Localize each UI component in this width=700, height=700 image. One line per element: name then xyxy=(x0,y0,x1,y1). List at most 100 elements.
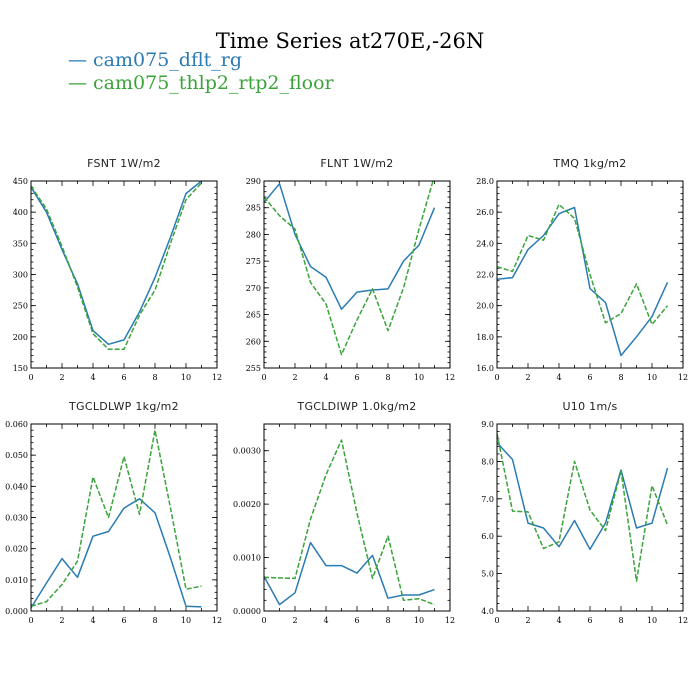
plot-frame xyxy=(30,180,218,369)
x-tick-label: 8 xyxy=(385,616,390,625)
panel-1: FSNT 1W/m2 0 2 4 6 8 10 12 150 200 250 300 350 400 450 xyxy=(13,157,222,382)
y-tick-label: 6.0 xyxy=(481,532,494,541)
plot-frame xyxy=(496,180,684,369)
x-tick-label: 0 xyxy=(28,616,33,625)
y-tick-label: 285 xyxy=(246,204,261,213)
series-line-dflt xyxy=(497,442,669,551)
y-tick-label: 200 xyxy=(13,333,28,342)
y-tick-label: 16.0 xyxy=(476,364,494,373)
y-tick-label: 400 xyxy=(13,208,28,217)
panel-3: TMQ 1kg/m2 0 2 4 6 8 10 12 16.0 18.0 20.0 22.0 24.0 2… xyxy=(476,157,688,382)
y-tick-label: 275 xyxy=(246,257,261,266)
x-tick-label: 2 xyxy=(292,373,297,382)
plot-frame xyxy=(263,180,451,369)
x-tick-label: 4 xyxy=(90,616,95,625)
x-tick-label: 2 xyxy=(59,373,64,382)
x-tick-label: 12 xyxy=(212,373,222,382)
y-tick-label: 270 xyxy=(246,284,261,293)
panel-6: U10 1m/s 0 2 4 6 8 10 12 4.0 5.0 6.0 7.0 8.0 9.0 xyxy=(481,400,688,625)
x-tick-label: 4 xyxy=(323,373,328,382)
series-line-thlp2 xyxy=(264,439,435,606)
x-tick-label: 2 xyxy=(525,616,530,625)
x-tick-label: 2 xyxy=(59,616,64,625)
x-tick-label: 6 xyxy=(354,616,359,625)
x-tick-label: 0 xyxy=(261,616,266,625)
y-tick-label: 150 xyxy=(13,364,28,373)
x-tick-label: 6 xyxy=(587,373,592,382)
y-tick-label: 0.030 xyxy=(5,514,28,523)
x-tick-label: 12 xyxy=(445,373,455,382)
y-tick-label: 5.0 xyxy=(481,570,494,579)
x-tick-label: 8 xyxy=(385,373,390,382)
panel-5: TGCLDIWP 1.0kg/m2 0 2 4 6 8 10 12 0.0000 0.0010 0.… xyxy=(233,400,455,625)
y-tick-label: 280 xyxy=(246,230,261,239)
panel-title: TGCLDIWP 1.0kg/m2 xyxy=(296,400,416,413)
y-tick-label: 350 xyxy=(13,239,28,248)
y-tick-label: 26.0 xyxy=(476,208,494,217)
series-line-thlp2 xyxy=(31,429,202,608)
x-tick-label: 2 xyxy=(525,373,530,382)
plot-frame xyxy=(30,423,218,612)
series-line-dflt xyxy=(264,182,436,310)
y-tick-label: 0.000 xyxy=(5,607,28,616)
x-tick-label: 10 xyxy=(414,373,424,382)
y-tick-label: 0.050 xyxy=(5,451,28,460)
x-tick-label: 10 xyxy=(647,616,657,625)
x-tick-label: 4 xyxy=(556,616,561,625)
x-tick-label: 10 xyxy=(647,373,657,382)
x-tick-label: 12 xyxy=(678,616,688,625)
y-tick-label: 255 xyxy=(246,364,261,373)
x-tick-label: 0 xyxy=(261,373,266,382)
y-tick-label: 22.0 xyxy=(476,271,494,280)
x-tick-label: 4 xyxy=(90,373,95,382)
y-tick-label: 28.0 xyxy=(476,177,494,186)
x-tick-label: 10 xyxy=(181,616,191,625)
panel-title: TMQ 1kg/m2 xyxy=(552,157,626,170)
x-tick-label: 0 xyxy=(494,616,499,625)
x-tick-label: 8 xyxy=(152,373,157,382)
y-tick-label: 0.0000 xyxy=(233,607,261,616)
panel-2: FLNT 1W/m2 0 2 4 6 8 10 12 255 260 265 270 275 280 285… xyxy=(246,157,455,382)
legend-entry-dflt: — cam075_dflt_rg xyxy=(68,49,242,71)
y-tick-label: 0.020 xyxy=(5,545,28,554)
x-tick-label: 6 xyxy=(121,373,126,382)
series-line-dflt xyxy=(497,206,669,357)
y-tick-label: 7.0 xyxy=(481,495,494,504)
y-tick-label: 0.060 xyxy=(5,420,28,429)
series-line-dflt xyxy=(31,181,202,346)
x-tick-label: 4 xyxy=(323,616,328,625)
y-tick-label: 0.0030 xyxy=(233,447,261,456)
x-tick-label: 10 xyxy=(181,373,191,382)
plot-frame xyxy=(496,423,684,612)
series-line-thlp2 xyxy=(497,433,669,582)
series-line-dflt xyxy=(31,498,202,609)
y-tick-label: 0.040 xyxy=(5,482,28,491)
plot-frame xyxy=(263,423,451,612)
x-tick-label: 8 xyxy=(618,616,623,625)
legend-entry-thlp2: — cam075_thlp2_rtp2_floor xyxy=(68,72,335,94)
y-tick-label: 250 xyxy=(13,302,28,311)
x-tick-label: 4 xyxy=(556,373,561,382)
y-tick-label: 18.0 xyxy=(476,333,494,342)
x-tick-label: 6 xyxy=(587,616,592,625)
series-line-thlp2 xyxy=(264,181,434,356)
y-tick-label: 0.0020 xyxy=(233,500,261,509)
panel-4: TGCLDLWP 1kg/m2 0 2 4 6 8 10 12 0.000 0.010 0.020 0… xyxy=(5,400,222,625)
x-tick-label: 12 xyxy=(678,373,688,382)
y-tick-label: 0.010 xyxy=(5,576,28,585)
panel-title: FSNT 1W/m2 xyxy=(87,157,161,170)
y-tick-label: 9.0 xyxy=(481,420,494,429)
panels: FSNT 1W/m20 2 4 6 8 10 12150200250300350400450… xyxy=(5,157,688,625)
x-tick-label: 2 xyxy=(292,616,297,625)
y-tick-label: 260 xyxy=(246,337,261,346)
x-tick-label: 12 xyxy=(445,616,455,625)
series-line-thlp2 xyxy=(31,182,203,351)
series-line-dflt xyxy=(264,541,435,606)
x-tick-label: 8 xyxy=(618,373,623,382)
y-tick-label: 20.0 xyxy=(476,302,494,311)
y-tick-label: 300 xyxy=(13,271,28,280)
x-tick-label: 6 xyxy=(121,616,126,625)
y-tick-label: 24.0 xyxy=(476,239,494,248)
x-tick-label: 8 xyxy=(152,616,157,625)
